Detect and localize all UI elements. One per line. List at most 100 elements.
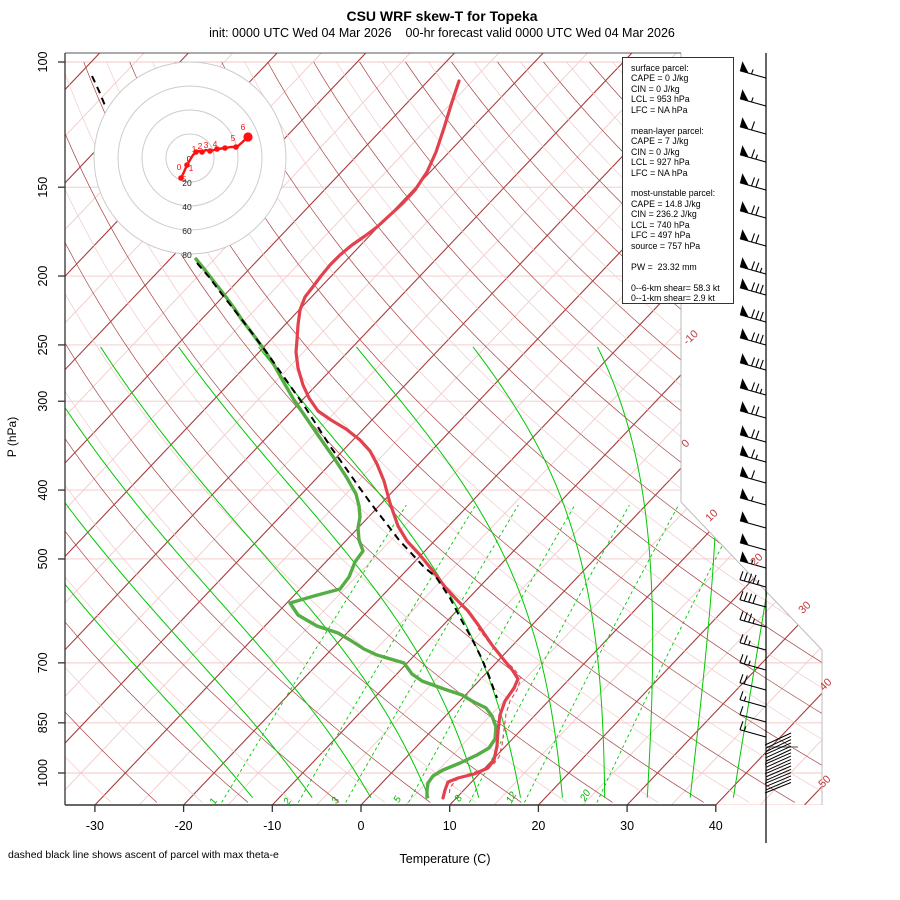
- hodograph-ring-label: 80: [182, 250, 192, 260]
- svg-text:0: 0: [358, 819, 365, 833]
- hodograph-point-label: 3: [204, 140, 209, 150]
- mixing-ratio-label: 2: [281, 796, 294, 808]
- wind-barb: [739, 173, 767, 191]
- svg-text:30: 30: [620, 819, 634, 833]
- parcel-info-line: CAPE = 0 J/kg: [631, 73, 689, 84]
- wind-barb: [739, 674, 767, 691]
- hodograph-ring-label: 20: [182, 178, 192, 188]
- parcel-info-line: most-unstable parcel:: [631, 188, 716, 199]
- mixing-ratio-label: 5: [392, 794, 405, 805]
- y-axis-label: P (hPa): [5, 416, 19, 458]
- wind-barb: [739, 201, 767, 219]
- svg-text:-30: -30: [86, 819, 104, 833]
- isotherm-label: -10: [681, 328, 701, 348]
- parcel-info-panel: surface parcel: CAPE = 0 J/kg CIN = 0 J/kg…: [622, 57, 734, 304]
- parcel-ascent-trace: [196, 262, 498, 699]
- svg-text:850: 850: [36, 712, 50, 733]
- parcel-info-line: PW = 23.32 mm: [631, 261, 697, 272]
- svg-text:250: 250: [36, 334, 50, 355]
- mixing-ratio-lines: [221, 504, 744, 803]
- wind-barb: [739, 533, 767, 551]
- hodograph-point-label: 2: [198, 141, 203, 151]
- parcel-info-line: surface parcel:: [631, 63, 689, 73]
- wind-barb: [739, 278, 767, 296]
- wind-barb: [739, 257, 767, 275]
- parcel-info-line: LFC = NA hPa: [631, 167, 688, 178]
- parcel-info-line: LCL = 927 hPa: [631, 157, 690, 168]
- svg-text:150: 150: [36, 177, 50, 198]
- parcel-info-line: LFC = NA hPa: [631, 104, 688, 115]
- parcel-info-line: [631, 115, 733, 125]
- svg-text:1000: 1000: [36, 759, 50, 787]
- parcel-info-line: LFC = 497 hPa: [631, 230, 691, 241]
- svg-text:100: 100: [36, 52, 50, 73]
- surface-barb-cluster: [764, 732, 798, 794]
- wind-barb: [739, 305, 767, 323]
- hodograph-point-label: 6: [241, 122, 246, 132]
- wind-barb: [739, 551, 767, 569]
- hodograph-end-dot: [243, 132, 253, 142]
- isotherm-label: 40: [817, 676, 834, 693]
- isotherm-label: 10: [703, 507, 720, 524]
- wind-barb: [739, 634, 767, 651]
- parcel-info-line: LCL = 740 hPa: [631, 219, 690, 230]
- hodograph-point-label: 5: [182, 174, 187, 184]
- wind-barb: [739, 229, 767, 247]
- dewpoint-trace: [194, 257, 498, 799]
- hodograph-ring-label: 60: [182, 226, 192, 236]
- svg-text:-20: -20: [175, 819, 193, 833]
- mixing-ratio-label: 8: [453, 793, 466, 804]
- sounding-curves: [91, 75, 522, 800]
- chart-title: CSU WRF skew-T for Topeka: [346, 8, 538, 24]
- wind-barb: [739, 445, 767, 463]
- parcel-info-line: CAPE = 7 J/kg: [631, 136, 689, 147]
- parcel-info-line: CIN = 236.2 J/kg: [631, 209, 697, 220]
- wind-barbs: [739, 53, 798, 843]
- parcel-info-line: [631, 272, 733, 282]
- wind-barb: [739, 61, 767, 79]
- parcel-info-line: 0--1-km shear= 2.9 kt: [631, 292, 715, 303]
- hodograph-ring-label: 0: [187, 154, 192, 164]
- wind-barb: [739, 117, 767, 135]
- wind-barb: [739, 611, 767, 628]
- wind-barb: [739, 378, 767, 396]
- axes: -30 -20 -10 0 10 20 30 401001502002503004005007…: [36, 52, 823, 833]
- svg-text:700: 700: [36, 652, 50, 673]
- parcel-info-line: CIN = 0 J/kg: [631, 146, 680, 157]
- wind-barb: [739, 89, 767, 107]
- isotherm-label: 30: [796, 599, 813, 616]
- parcel-info-line: 0--6-km shear= 58.3 kt: [631, 282, 720, 293]
- parcel-info-line: [631, 251, 733, 261]
- wind-barb: [739, 425, 767, 443]
- parcel-info-line: source = 757 hPa: [631, 240, 701, 251]
- hodograph-point-label: 4: [213, 139, 218, 149]
- parcel-info-line: CAPE = 14.8 J/kg: [631, 198, 701, 209]
- hodograph-point-label: 1: [189, 163, 194, 173]
- wind-barb: [739, 706, 767, 723]
- wind-barb: [739, 145, 767, 163]
- svg-text:10: 10: [443, 819, 457, 833]
- mixing-ratio-label: 12: [504, 790, 519, 806]
- wind-barb: [739, 466, 767, 484]
- hodograph-point-label: 5: [231, 133, 236, 143]
- wind-barb: [739, 571, 767, 588]
- parcel-info-line: LCL = 953 hPa: [631, 94, 690, 105]
- footer-note: dashed black line shows ascent of parcel…: [8, 849, 279, 861]
- svg-text:-10: -10: [263, 819, 281, 833]
- wind-barb: [739, 488, 767, 506]
- isotherm-label: 50: [816, 773, 833, 790]
- parcel-info-line: mean-layer parcel:: [631, 125, 704, 136]
- x-axis-label: Temperature (C): [399, 852, 491, 866]
- svg-text:200: 200: [36, 266, 50, 287]
- svg-text:500: 500: [36, 548, 50, 569]
- mixing-ratio-label: 20: [578, 788, 594, 804]
- wind-barb: [739, 511, 767, 529]
- hodograph-point-label: 0: [177, 162, 182, 172]
- wind-barb: [739, 691, 767, 708]
- wind-barb: [739, 353, 767, 371]
- chart-subtitle: init: 0000 UTC Wed 04 Mar 2026 00-hr for…: [209, 26, 675, 40]
- parcel-info-line: [631, 178, 733, 188]
